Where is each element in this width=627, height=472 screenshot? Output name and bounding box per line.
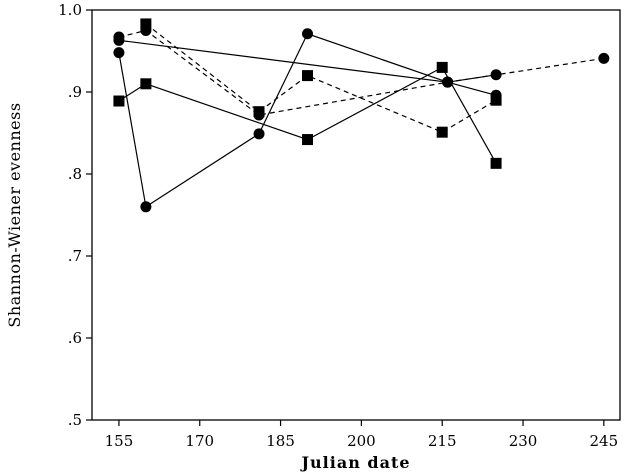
x-tick-label: 245 (590, 432, 619, 450)
x-tick-label: 200 (347, 432, 376, 450)
data-point-square (302, 70, 314, 82)
y-tick-label: .5 (68, 411, 82, 429)
axes: 155 170 185 200 215 230 245 .5 .6 .7 .8 .9 1.0 (58, 1, 621, 450)
series-3 (113, 34, 502, 88)
data-point-square (113, 95, 125, 107)
data-point-circle (490, 69, 502, 81)
series-4 (113, 61, 502, 169)
x-tick-label: 185 (266, 432, 295, 450)
series-1 (113, 28, 502, 213)
data-point-circle (113, 47, 125, 59)
data-point-square (436, 126, 448, 138)
y-tick-label: 1.0 (58, 1, 82, 19)
x-tick-label: 230 (509, 432, 538, 450)
series-line (118, 33, 497, 208)
data-point-square (490, 157, 502, 169)
x-tick-label: 170 (185, 432, 214, 450)
series-2 (113, 25, 610, 121)
data-point-circle (140, 201, 152, 213)
series-line (118, 29, 604, 116)
y-tick-label: .7 (68, 247, 82, 265)
data-point-circle (113, 34, 125, 46)
x-tick-label: 215 (428, 432, 457, 450)
data-point-circle (253, 128, 265, 140)
data-point-circle (442, 76, 454, 88)
data-point-square (302, 134, 314, 146)
x-tick-label: 155 (105, 432, 134, 450)
data-point-circle (302, 28, 314, 40)
data-point-square (253, 106, 265, 118)
series-line (118, 66, 497, 164)
data-point-square (436, 61, 448, 73)
series-5 (140, 18, 502, 138)
series-layer (113, 18, 610, 213)
series-line (145, 23, 497, 133)
y-tick-label: .8 (68, 165, 82, 183)
data-point-circle (598, 52, 610, 64)
y-axis-label: Shannon-Wiener evenness (5, 102, 24, 327)
data-point-square (490, 94, 502, 106)
y-tick-label: .6 (68, 329, 82, 347)
data-point-square (140, 18, 152, 30)
y-tick-label: .9 (68, 83, 82, 101)
x-axis-label: Julian date (299, 453, 410, 472)
plot-frame (91, 9, 621, 421)
data-point-square (140, 78, 152, 90)
